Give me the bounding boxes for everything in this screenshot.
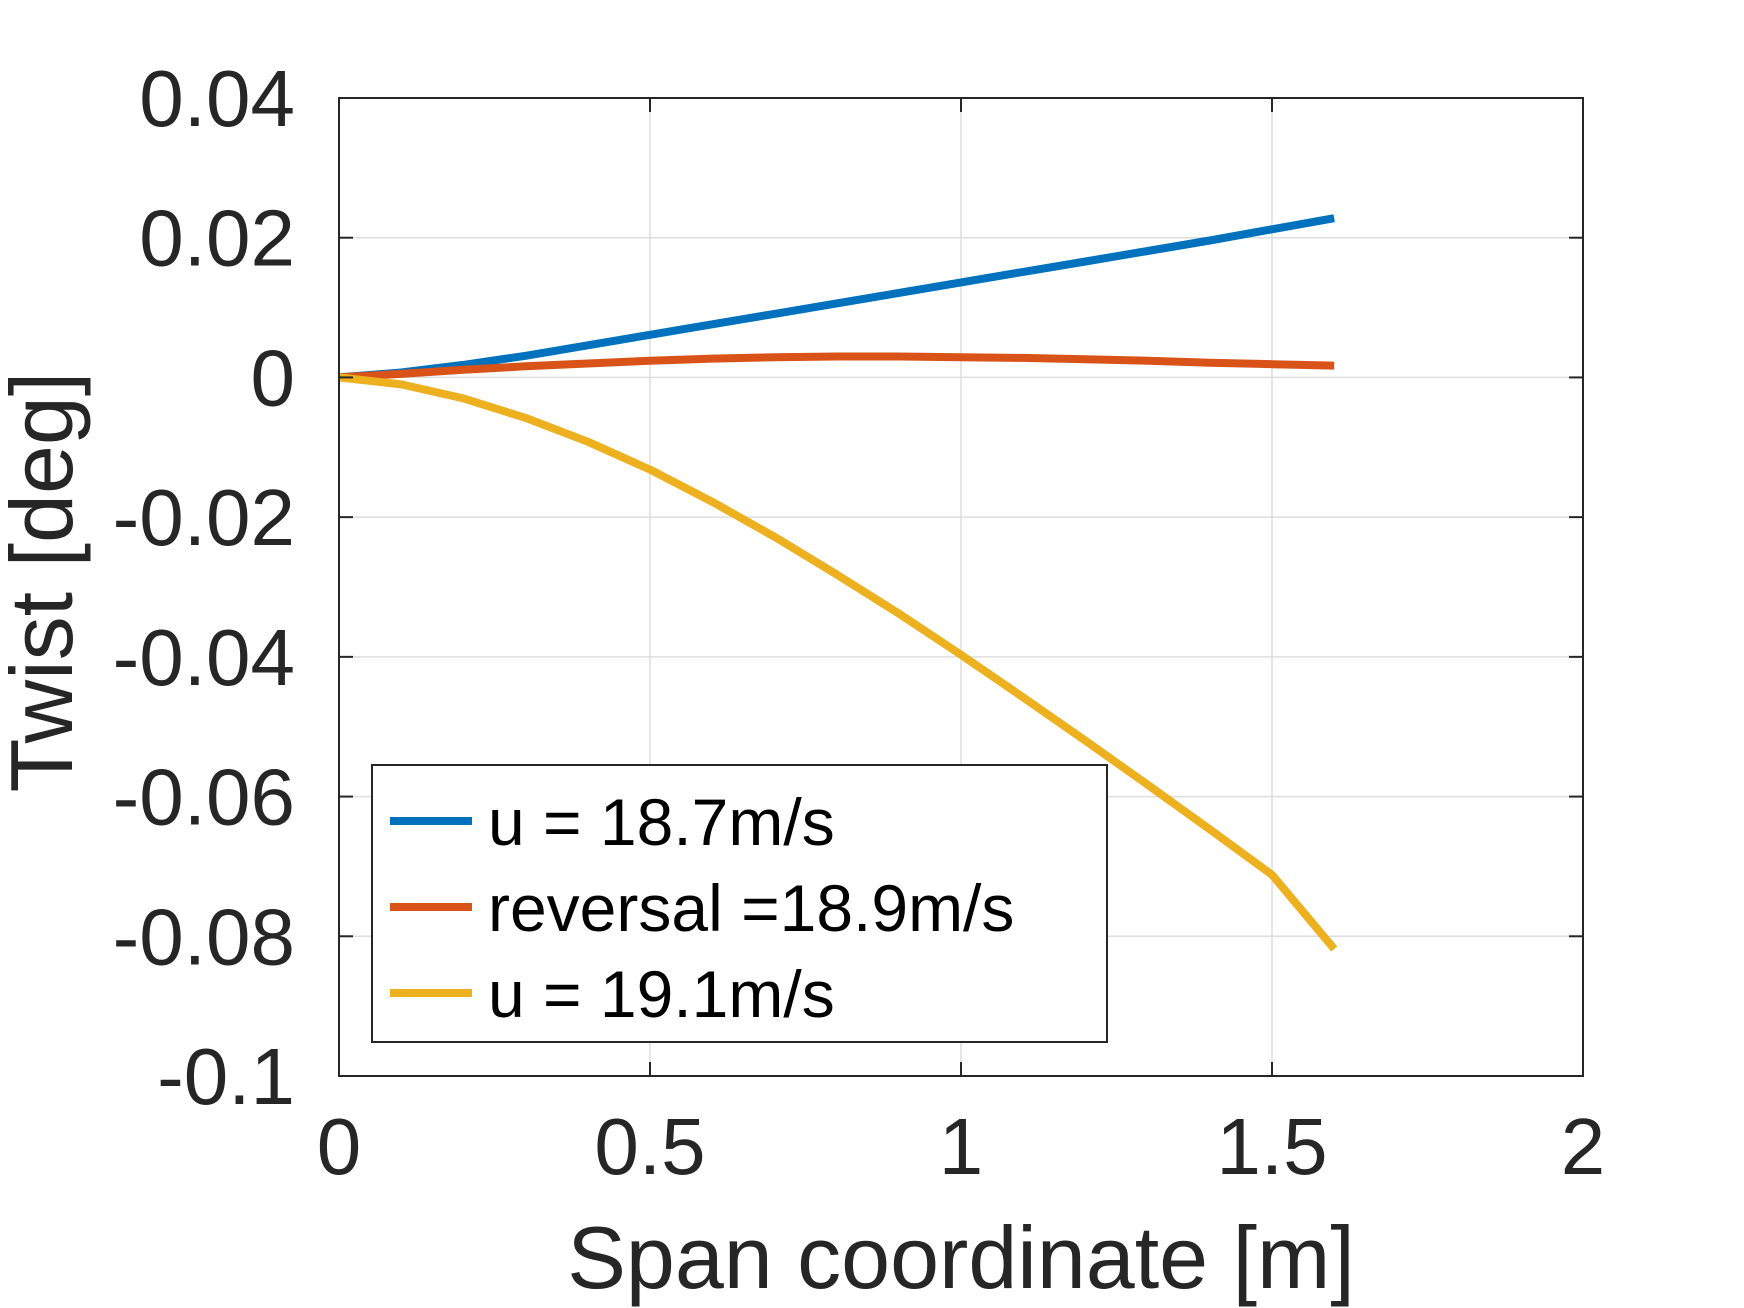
y-tick-label: -0.04 xyxy=(113,613,295,702)
legend-box xyxy=(371,764,1108,1043)
x-tick-label: 0 xyxy=(317,1102,362,1191)
series-line-1 xyxy=(338,214,1335,382)
y-axis-label: Twist [deg] xyxy=(0,372,91,793)
axes xyxy=(338,97,1584,1077)
y-tick-label: -0.1 xyxy=(157,1032,295,1121)
legend-label-1: u = 18.7m/s xyxy=(488,785,835,859)
y-tick-label: -0.06 xyxy=(113,753,295,842)
x-tick-label: 0.5 xyxy=(594,1102,705,1191)
x-tick-label: 2 xyxy=(1561,1102,1606,1191)
y-tick-label: -0.02 xyxy=(113,473,295,562)
y-tick-label: -0.08 xyxy=(113,892,295,981)
legend-label-3: u = 19.1m/s xyxy=(488,957,835,1031)
y-tick-label: 0 xyxy=(251,333,296,422)
series-line-2 xyxy=(338,352,1335,382)
x-tick-label: 1.5 xyxy=(1216,1102,1327,1191)
series-line-3 xyxy=(338,373,1338,952)
legend-label-2: reversal =18.9m/s xyxy=(488,871,1014,945)
x-tick-label: 1 xyxy=(939,1102,984,1191)
legend: u = 18.7m/s reversal =18.9m/s u = 19.1m/s xyxy=(371,764,1108,1043)
series-layer xyxy=(338,214,1338,952)
x-axis-label: Span coordinate [m] xyxy=(567,1208,1355,1307)
y-tick-label: 0.02 xyxy=(139,194,295,283)
y-tick-label: 0.04 xyxy=(139,54,295,143)
tick-labels: 0 0.5 1 1.5 2 0.04 0.02 0 -0.02 -0.04 -0.06 -0.08 -0… xyxy=(113,54,1606,1191)
